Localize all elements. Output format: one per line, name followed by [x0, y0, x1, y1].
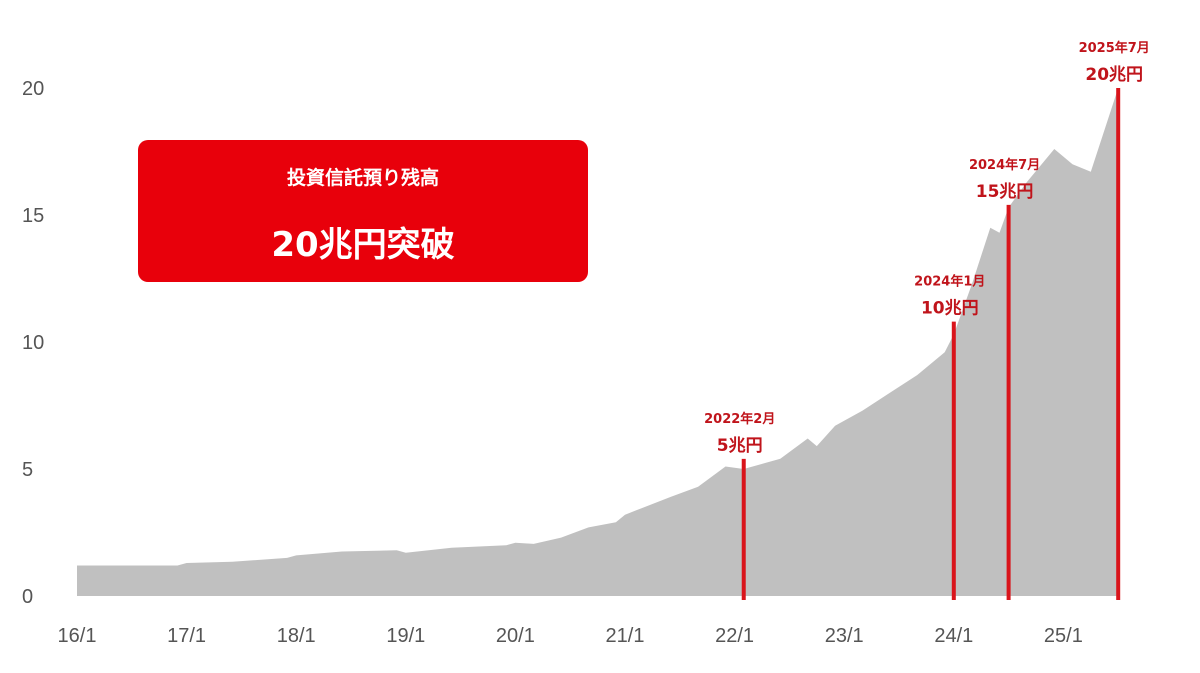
annotation-box-line1: 投資信託預り残高: [287, 166, 439, 189]
x-tick-label: 23/1: [825, 625, 864, 647]
annotation-box-line2: 20兆円突破: [271, 225, 454, 265]
area-series: [77, 88, 1119, 596]
x-tick-label: 25/1: [1044, 625, 1083, 647]
x-tick-label: 21/1: [606, 625, 645, 647]
y-tick-label: 15: [22, 205, 44, 227]
annotation-box: 投資信託預り残高 20兆円突破: [138, 140, 588, 282]
milestone-date: 2024年7月: [969, 157, 1040, 173]
milestone-value: 15兆円: [976, 182, 1034, 202]
milestone-date: 2025年7月: [1079, 40, 1150, 56]
x-tick-label: 22/1: [715, 625, 754, 647]
milestone-value: 5兆円: [717, 436, 763, 456]
y-tick-label: 0: [22, 586, 33, 608]
x-tick-label: 24/1: [934, 625, 973, 647]
annotation-box-bg: [138, 140, 588, 282]
milestone-date: 2022年2月: [704, 411, 775, 427]
y-tick-label: 5: [22, 459, 33, 481]
milestone-date: 2024年1月: [914, 274, 985, 290]
x-tick-label: 17/1: [167, 625, 206, 647]
x-tick-label: 18/1: [277, 625, 316, 647]
y-tick-label: 20: [22, 78, 44, 100]
x-tick-label: 16/1: [58, 625, 97, 647]
milestone-value: 20兆円: [1085, 65, 1143, 85]
x-tick-label: 19/1: [386, 625, 425, 647]
milestone-value: 10兆円: [921, 299, 979, 319]
y-tick-label: 10: [22, 332, 44, 354]
x-tick-label: 20/1: [496, 625, 535, 647]
